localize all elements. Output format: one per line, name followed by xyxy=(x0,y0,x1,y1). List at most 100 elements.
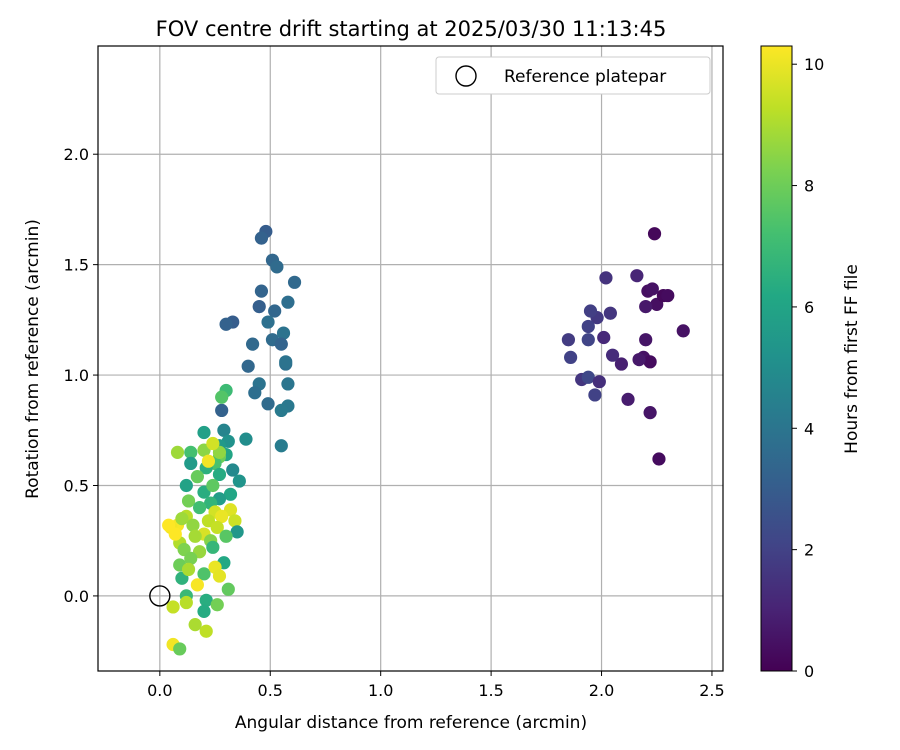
y-tick-label: 1.0 xyxy=(64,366,89,385)
scatter-point xyxy=(639,300,653,314)
scatter-point xyxy=(279,355,293,369)
scatter-point xyxy=(212,569,227,583)
scatter-point xyxy=(199,624,213,638)
scatter-point xyxy=(561,333,576,347)
x-tick-label: 2.5 xyxy=(699,681,724,700)
scatter-point xyxy=(199,593,213,607)
scatter-point xyxy=(215,403,229,417)
scatter-point xyxy=(201,454,216,468)
scatter-point xyxy=(632,353,646,367)
scatter-point xyxy=(564,350,578,364)
scatter-point xyxy=(181,494,196,508)
scatter-point xyxy=(645,282,659,296)
scatter-point xyxy=(276,326,291,340)
scatter-point xyxy=(281,377,295,391)
y-axis-label: Rotation from reference (arcmin) xyxy=(23,219,43,499)
scatter-point xyxy=(268,304,282,318)
x-axis-ticks: 0.0 0.5 1.0 1.5 2.0 2.5 xyxy=(147,671,725,700)
legend-box xyxy=(435,56,711,95)
scatter-point xyxy=(676,324,690,338)
legend-marker xyxy=(455,65,477,87)
scatter-point xyxy=(647,227,662,241)
scatter-point xyxy=(652,452,666,466)
scatter-point xyxy=(274,337,288,351)
scatter-point xyxy=(219,317,233,331)
scatter-point xyxy=(175,512,189,526)
colorbar-label: Hours from first FF file xyxy=(842,264,862,454)
scatter-point xyxy=(252,300,266,314)
scatter-point xyxy=(588,388,602,402)
legend-entry-reference: Reference platepar xyxy=(504,67,666,87)
scatter-point xyxy=(197,567,211,581)
colorbar-tick-label: 10 xyxy=(804,55,824,74)
colorbar xyxy=(760,45,793,672)
x-tick-label: 1.5 xyxy=(478,681,503,700)
scatter-point xyxy=(188,529,202,543)
colorbar-tick-label: 2 xyxy=(804,541,814,560)
scatter-point xyxy=(166,600,180,614)
scatter-point xyxy=(239,432,253,446)
scatter-point xyxy=(274,439,288,453)
scatter-point xyxy=(181,562,196,577)
scatter-point xyxy=(603,306,617,320)
scatter-point xyxy=(221,582,235,596)
scatter-point xyxy=(232,474,246,488)
scatter-point xyxy=(270,260,284,274)
scatter-point xyxy=(245,337,260,351)
scatter-point xyxy=(184,456,198,471)
scatter-point xyxy=(643,355,657,369)
x-tick-label: 1.0 xyxy=(368,681,393,700)
scatter-point xyxy=(184,445,198,459)
scatter-point xyxy=(630,269,644,283)
scatter-point xyxy=(206,436,220,451)
scatter-point xyxy=(190,470,204,484)
scatter-point xyxy=(581,333,595,347)
scatter-point xyxy=(274,403,288,417)
colorbar-tick-label: 4 xyxy=(804,419,814,438)
scatter-point xyxy=(581,319,595,334)
scatter-point xyxy=(223,487,238,501)
scatter-point xyxy=(581,370,595,384)
scatter-point xyxy=(217,423,231,437)
scatter-point xyxy=(599,271,613,285)
scatter-point xyxy=(287,275,302,289)
legend: Reference platepar xyxy=(435,56,711,95)
scatter-point xyxy=(583,304,598,318)
scatter-point xyxy=(614,357,629,371)
scatter-point xyxy=(186,518,200,532)
scatter-point xyxy=(215,509,229,524)
scatter-point xyxy=(170,445,185,459)
colorbar-tick-label: 6 xyxy=(804,298,814,317)
x-tick-label: 0.5 xyxy=(258,681,283,700)
colorbar-tick-label: 0 xyxy=(804,662,814,681)
y-axis-ticks: 0.0 0.5 1.0 1.5 2.0 xyxy=(64,145,98,606)
scatter-point xyxy=(597,330,611,345)
plot-frame xyxy=(97,45,724,672)
scatter-point xyxy=(212,467,227,482)
scatter-point xyxy=(210,598,224,612)
scatter-point xyxy=(261,397,275,411)
scatter-point xyxy=(621,392,635,406)
x-axis-label: Angular distance from reference (arcmin) xyxy=(235,713,587,733)
colorbar-ticks: 0 2 4 6 8 10 xyxy=(792,55,824,681)
scatter-point xyxy=(281,295,295,309)
scatter-point xyxy=(192,500,207,515)
chart-title: FOV centre drift starting at 2025/03/30 … xyxy=(156,17,667,41)
scatter-point xyxy=(226,463,240,477)
scatter-point xyxy=(661,288,675,303)
scatter-point xyxy=(173,642,187,656)
y-tick-label: 2.0 xyxy=(64,145,89,164)
scatter-point xyxy=(639,333,653,347)
y-tick-label: 1.5 xyxy=(64,256,89,275)
x-tick-label: 0.0 xyxy=(147,681,172,700)
scatter-point xyxy=(190,578,204,592)
scatter-point xyxy=(197,604,211,618)
scatter-point xyxy=(254,231,269,245)
scatter-point xyxy=(643,406,657,420)
scatter-point xyxy=(230,525,244,539)
scatter-point xyxy=(162,518,176,532)
scatter-point xyxy=(188,618,202,632)
scatter-point xyxy=(592,375,606,389)
scatter-point xyxy=(248,386,262,400)
